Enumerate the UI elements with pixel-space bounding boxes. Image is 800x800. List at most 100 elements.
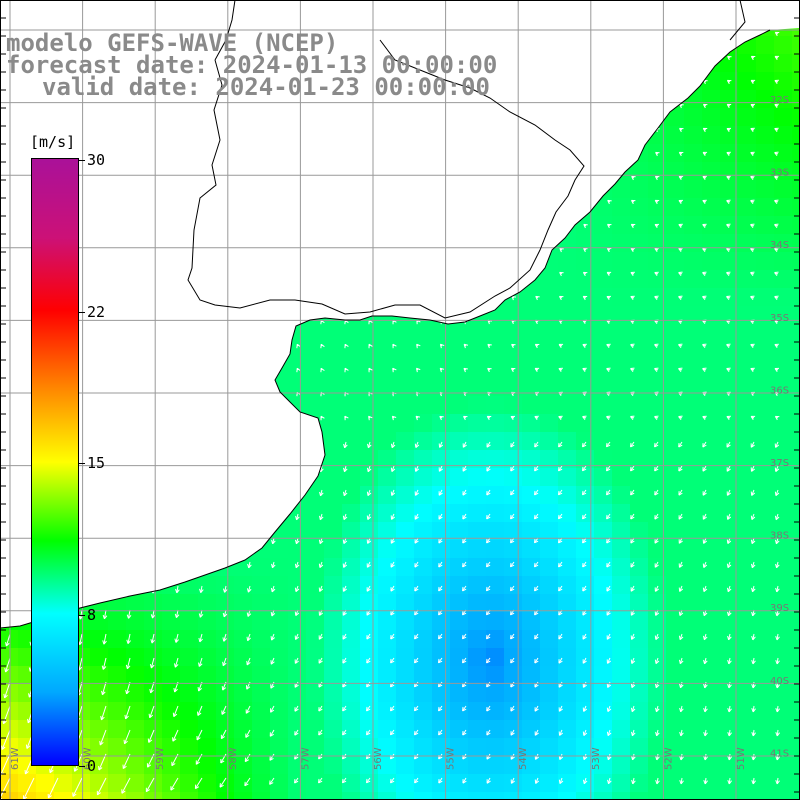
wind-arrow: [752, 8, 756, 12]
wind-speed-cell: [684, 576, 702, 594]
wind-speed-cell: [702, 180, 720, 198]
wind-speed-cell: [792, 720, 800, 738]
wind-speed-cell: [432, 792, 450, 800]
wind-speed-cell: [450, 288, 468, 306]
wind-speed-cell: [414, 522, 432, 540]
wind-speed-cell: [306, 396, 324, 414]
wind-speed-cell: [306, 738, 324, 756]
wind-speed-cell: [126, 774, 144, 792]
wind-speed-cell: [378, 792, 396, 800]
wind-speed-cell: [702, 198, 720, 216]
wind-arrow: [174, 199, 180, 205]
wind-speed-cell: [666, 126, 684, 144]
wind-speed-cell: [108, 738, 126, 756]
wind-speed-cell: [702, 90, 720, 108]
wind-arrow: [726, 79, 732, 85]
wind-speed-cell: [594, 342, 612, 360]
wind-arrow: [726, 343, 731, 348]
wind-speed-cell: [126, 576, 144, 594]
wind-speed-cell: [0, 558, 18, 576]
wind-arrow: [608, 103, 613, 109]
wind-speed-cell: [126, 306, 144, 324]
latitude-label: 35S: [770, 313, 789, 324]
wind-speed-cell: [234, 774, 252, 792]
wind-arrow: [199, 489, 204, 497]
wind-speed-cell: [684, 396, 702, 414]
wind-arrow: [438, 585, 443, 592]
wind-arrow: [103, 415, 109, 421]
wind-speed-cell: [594, 432, 612, 450]
wind-speed-cell: [396, 558, 414, 576]
wind-arrow: [750, 513, 756, 520]
wind-speed-cell: [630, 0, 648, 18]
wind-speed-cell: [432, 234, 450, 252]
wind-arrow: [584, 127, 589, 133]
wind-speed-cell: [198, 504, 216, 522]
wind-speed-cell: [252, 198, 270, 216]
wind-speed-cell: [378, 576, 396, 594]
wind-speed-cell: [684, 594, 702, 612]
wind-arrow: [464, 199, 469, 205]
wind-speed-cell: [756, 468, 774, 486]
wind-speed-cell: [198, 648, 216, 666]
wind-speed-cell: [486, 28, 504, 36]
wind-arrow: [438, 513, 443, 520]
wind-speed-cell: [90, 792, 108, 800]
wind-arrow: [726, 513, 732, 520]
wind-arrow: [295, 151, 301, 157]
wind-arrow: [585, 8, 589, 12]
wind-arrow: [536, 175, 541, 181]
wind-speed-cell: [756, 36, 774, 54]
wind-speed-cell: [558, 558, 576, 576]
wind-speed-cell: [756, 288, 774, 306]
wind-speed-cell: [468, 774, 486, 792]
wind-speed-cell: [144, 108, 162, 126]
wind-speed-cell: [468, 126, 486, 144]
wind-arrow: [630, 633, 636, 640]
wind-speed-cell: [756, 558, 774, 576]
wind-speed-cell: [630, 594, 648, 612]
wind-speed-cell: [702, 396, 720, 414]
wind-arrow: [366, 513, 372, 520]
wind-speed-cell: [378, 108, 396, 126]
wind-speed-cell: [252, 126, 270, 144]
wind-speed-cell: [702, 28, 720, 36]
wind-speed-cell: [792, 576, 800, 594]
wind-arrow: [199, 199, 204, 205]
wind-speed-cell: [450, 468, 468, 486]
wind-arrow: [558, 585, 563, 592]
wind-speed-cell: [756, 180, 774, 198]
wind-speed-cell: [702, 252, 720, 270]
wind-speed-cell: [342, 396, 360, 414]
wind-speed-cell: [486, 792, 504, 800]
wind-speed-cell: [126, 342, 144, 360]
wind-speed-cell: [792, 432, 800, 450]
wind-speed-cell: [648, 522, 666, 540]
wind-speed-cell: [180, 558, 198, 576]
wind-speed-cell: [198, 396, 216, 414]
wind-speed-cell: [666, 360, 684, 378]
wind-speed-cell: [522, 396, 540, 414]
wind-speed-cell: [756, 576, 774, 594]
wind-speed-cell: [738, 306, 756, 324]
wind-speed-cell: [270, 234, 288, 252]
colorbar-tick-mark: [79, 766, 85, 767]
wind-speed-cell: [684, 666, 702, 684]
wind-arrow: [272, 367, 277, 373]
wind-speed-cell: [288, 540, 306, 558]
wind-speed-cell: [90, 684, 108, 702]
wind-speed-cell: [342, 486, 360, 504]
wind-speed-cell: [576, 612, 594, 630]
wind-speed-cell: [36, 774, 54, 792]
wind-arrow: [248, 415, 253, 421]
wind-speed-cell: [162, 306, 180, 324]
wind-speed-cell: [216, 576, 234, 594]
wind-speed-cell: [720, 792, 738, 800]
wind-arrow: [175, 537, 180, 545]
wind-speed-cell: [738, 180, 756, 198]
wind-arrow: [681, 8, 685, 12]
wind-speed-cell: [774, 36, 792, 54]
colorbar-tick-label: 30: [87, 151, 106, 169]
wind-speed-cell: [378, 126, 396, 144]
wind-speed-cell: [162, 216, 180, 234]
